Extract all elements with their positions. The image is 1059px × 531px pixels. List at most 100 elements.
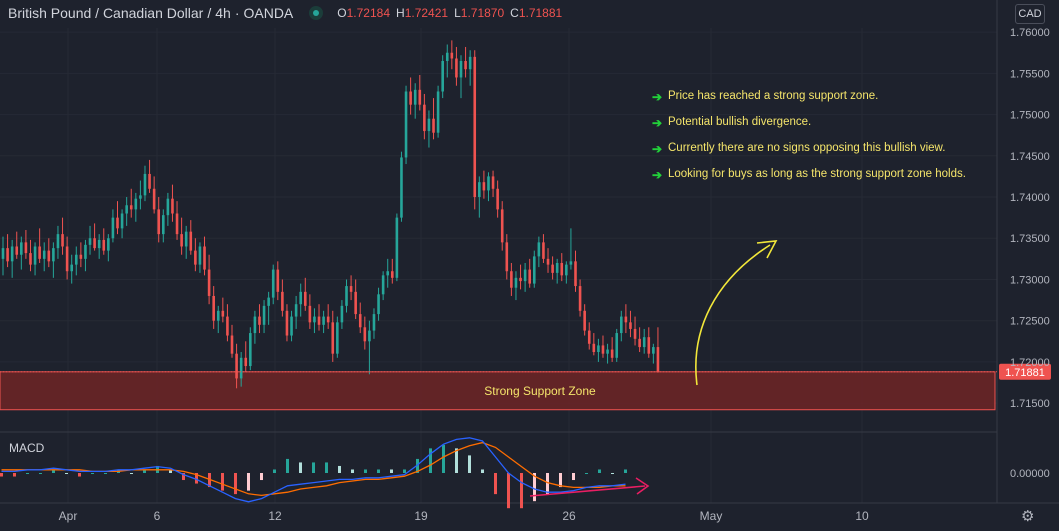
candle [542, 242, 545, 259]
price-tick-label: 1.72000 [1010, 357, 1050, 369]
support-zone [0, 371, 996, 411]
candle [207, 269, 211, 296]
candle [194, 250, 197, 265]
candle [514, 277, 518, 288]
candle [148, 173, 151, 189]
macd-histogram-bar [65, 473, 68, 474]
candle [418, 89, 422, 105]
candle [601, 345, 605, 354]
candle [107, 238, 110, 251]
candle [377, 294, 380, 315]
currency-button[interactable]: CAD [1015, 4, 1045, 24]
candle [560, 262, 564, 276]
macd-histogram-bar [104, 473, 107, 474]
candle [491, 176, 495, 189]
ohlc-open: O1.72184 [337, 6, 391, 20]
candle [111, 217, 115, 239]
candle [455, 58, 458, 78]
candle [285, 310, 289, 336]
candle [413, 89, 417, 105]
candle [102, 239, 106, 251]
macd-histogram-bar [247, 473, 250, 491]
macd-histogram-bar [299, 462, 302, 473]
macd-histogram-bar [52, 469, 55, 473]
time-tick-label: Apr [59, 509, 78, 523]
candle [551, 264, 554, 273]
candle [317, 316, 321, 325]
macd-histogram-bar [325, 462, 328, 473]
annotation-text: Looking for buys as long as the strong s… [668, 168, 966, 180]
macd-line [1, 437, 626, 503]
interval[interactable]: 4h [215, 5, 231, 21]
candle [326, 316, 330, 323]
green-arrow-icon: ➔ [652, 142, 663, 156]
candle [294, 304, 298, 317]
candle [20, 242, 23, 255]
candle [271, 269, 275, 298]
macd-histogram-bar [0, 473, 3, 477]
candle [139, 195, 142, 199]
candle [336, 322, 339, 354]
macd-indicator-label[interactable]: MACD [9, 441, 45, 455]
time-tick-label: 19 [414, 509, 428, 523]
candle [166, 198, 170, 216]
candle [258, 316, 261, 325]
candle [198, 246, 202, 265]
annotation-item: ➔ Looking for buys as long as the strong … [652, 168, 987, 182]
annotation-text: Price has reached a strong support zone. [668, 90, 879, 102]
candle [642, 337, 646, 348]
candle [432, 118, 435, 133]
macd-histogram-bar [13, 473, 16, 477]
candle [629, 322, 632, 329]
candle [221, 310, 225, 317]
candle [597, 345, 600, 353]
candle [395, 217, 399, 278]
time-tick-label: 6 [154, 509, 161, 523]
candle [244, 357, 248, 367]
candle [427, 118, 431, 132]
time-tick-label: 26 [562, 509, 576, 523]
support-zone-label: Strong Support Zone [484, 384, 596, 398]
macd-histogram-bar [533, 473, 536, 502]
price-tick-label: 1.76000 [1010, 27, 1050, 39]
candle [578, 286, 582, 311]
candle [386, 271, 390, 276]
candle [38, 246, 41, 259]
candle [478, 182, 481, 198]
candle [505, 242, 509, 272]
candle [175, 213, 179, 235]
gear-icon[interactable]: ⚙ [1021, 508, 1035, 525]
candle [226, 316, 229, 336]
candle [152, 188, 156, 210]
macd-histogram-bar [507, 473, 510, 509]
market-status-icon[interactable] [309, 6, 324, 20]
symbol-name[interactable]: British Pound / Canadian Dollar [8, 5, 204, 21]
candle [528, 269, 531, 284]
candle [358, 314, 362, 328]
candle [276, 269, 280, 292]
candle [546, 258, 550, 265]
price-tick-label: 1.74500 [1010, 151, 1050, 163]
candle [441, 60, 444, 92]
candle [162, 215, 165, 235]
candle [555, 262, 559, 273]
candle [496, 188, 499, 210]
candle [267, 297, 270, 306]
candle [184, 231, 188, 247]
candle [587, 330, 591, 344]
annotation-item: ➔ Price has reached a strong support zone… [652, 90, 987, 104]
macd-histogram-bar [559, 473, 562, 488]
candle [464, 60, 467, 70]
candle [647, 337, 651, 354]
candle [468, 56, 472, 70]
candle [15, 246, 19, 255]
macd-histogram-bar [273, 469, 276, 473]
macd-histogram-bar [221, 473, 224, 491]
candle [74, 254, 78, 265]
candle [592, 343, 596, 353]
candle [459, 60, 463, 78]
candle [381, 275, 385, 295]
candle [61, 234, 64, 247]
